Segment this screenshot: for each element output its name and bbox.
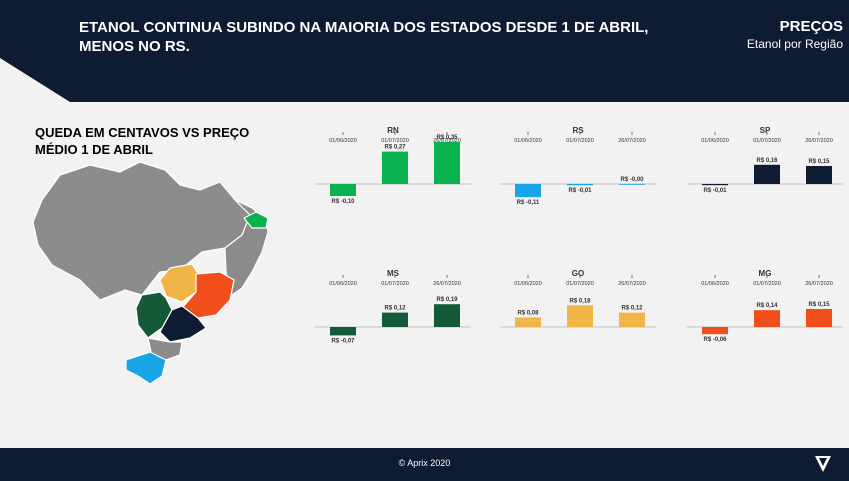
category-label: 01/06/2020 — [514, 138, 542, 144]
data-label: R$ 0,12 — [384, 306, 406, 312]
data-label: R$ 0,35 — [436, 135, 458, 141]
section-title: PREÇOS Etanol por Região — [747, 18, 843, 52]
bar — [754, 164, 780, 184]
header-shape — [0, 0, 849, 102]
map-state-rs — [125, 351, 167, 385]
bar — [806, 309, 832, 327]
bar — [619, 312, 645, 327]
category-label: 01/06/2020 — [329, 138, 357, 144]
chart-go: GO 01/06/2020 R$ 0,08 01/07/2020 R$ 0,18 26/0… — [500, 269, 656, 328]
section-name: PREÇOS — [779, 18, 843, 35]
category-label: 01/07/2020 — [566, 281, 594, 287]
category-label: 26/07/2020 — [433, 138, 461, 144]
data-label: R$ 0,14 — [756, 303, 778, 309]
bar — [806, 166, 832, 184]
data-label: R$ 0,15 — [808, 159, 830, 165]
data-label: R$ 0,18 — [569, 298, 591, 304]
footer: © Aprix 2020 — [0, 448, 849, 481]
category-label: 01/06/2020 — [329, 281, 357, 287]
section-subname: Etanol por Região — [746, 37, 843, 51]
bar — [702, 327, 728, 335]
bar — [434, 142, 460, 184]
header-banner: ETANOL CONTINUA SUBINDO NA MAIORIA DOS E… — [0, 0, 849, 102]
chart-title: MS — [387, 269, 400, 278]
category-label: 26/07/2020 — [618, 281, 646, 287]
data-label: R$ 0,15 — [808, 302, 830, 308]
chart-rs: RS 01/06/2020 R$ -0,11 01/07/2020 R$ -0,01 26… — [500, 126, 656, 206]
copyright-text: © Aprix 2020 — [398, 458, 451, 468]
data-label: R$ -0,11 — [517, 200, 540, 206]
data-label: R$ -0,01 — [568, 188, 592, 194]
category-label: 01/07/2020 — [566, 138, 594, 144]
category-label: 26/07/2020 — [805, 281, 833, 287]
bar — [330, 327, 356, 336]
page-headline: ETANOL CONTINUA SUBINDO NA MAIORIA DOS E… — [79, 19, 649, 55]
map-state-sp — [159, 305, 207, 343]
chart-title: RS — [572, 126, 584, 135]
category-label: 01/07/2020 — [381, 281, 409, 287]
bar — [702, 184, 728, 186]
bar — [382, 312, 408, 327]
data-label: R$ -0,01 — [703, 188, 727, 194]
category-label: 01/06/2020 — [701, 281, 729, 287]
chart-mg: MG 01/06/2020 R$ -0,06 01/07/2020 R$ 0,14 26/… — [687, 269, 843, 343]
data-label: R$ 0,19 — [436, 297, 458, 303]
bar — [619, 184, 645, 185]
data-label: R$ 0,16 — [756, 158, 778, 164]
chart-ms: MS 01/06/2020 R$ -0,07 01/07/2020 R$ 0,12 26/… — [315, 269, 471, 344]
bar — [434, 304, 460, 327]
data-label: R$ 0,08 — [517, 310, 539, 316]
chart-sp: SP 01/06/2020 R$ -0,01 01/07/2020 R$ 0,16 26/… — [687, 126, 843, 194]
bar — [567, 184, 593, 186]
bar — [754, 310, 780, 327]
bar — [382, 151, 408, 184]
data-label: R$ -0,06 — [703, 337, 727, 343]
category-label: 01/07/2020 — [381, 138, 409, 144]
chart-title: RN — [387, 126, 399, 135]
category-label: 26/07/2020 — [433, 281, 461, 287]
map-state-rn — [243, 211, 269, 229]
map-subtitle: QUEDA EM CENTAVOS VS PREÇO MÉDIO 1 DE AB… — [35, 125, 250, 157]
data-label: R$ -0,00 — [620, 177, 644, 183]
category-label: 26/07/2020 — [618, 138, 646, 144]
brazil-map — [32, 161, 269, 385]
map-region-north — [32, 161, 251, 301]
data-label: R$ 0,12 — [621, 306, 643, 312]
bar — [515, 184, 541, 198]
category-label: 01/07/2020 — [753, 138, 781, 144]
category-label: 01/06/2020 — [514, 281, 542, 287]
aprix-logo-icon — [815, 456, 831, 472]
map-state-mg — [181, 271, 235, 319]
chart-title: MG — [759, 269, 772, 278]
category-label: 26/07/2020 — [805, 138, 833, 144]
map-state-go — [159, 263, 201, 303]
data-label: R$ 0,27 — [384, 145, 406, 151]
data-label: R$ -0,07 — [331, 338, 355, 344]
chart-title: SP — [760, 126, 771, 135]
chart-title: GO — [572, 269, 584, 278]
category-label: 01/06/2020 — [701, 138, 729, 144]
bar — [515, 317, 541, 327]
bar — [567, 305, 593, 327]
category-label: 01/07/2020 — [753, 281, 781, 287]
bar — [330, 184, 356, 196]
data-label: R$ -0,10 — [331, 199, 355, 205]
